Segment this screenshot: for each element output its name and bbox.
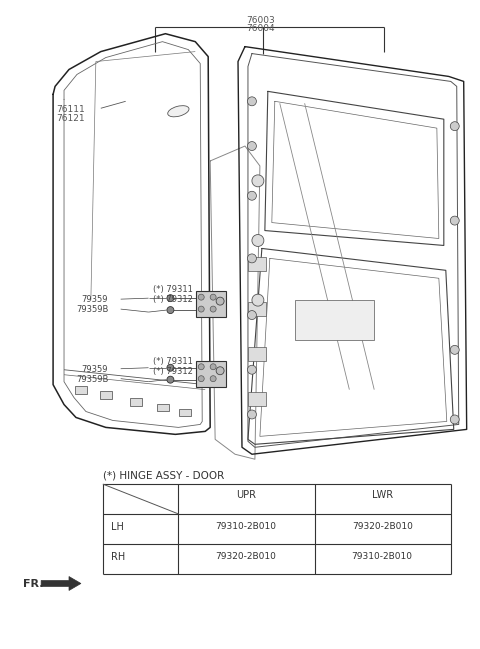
FancyBboxPatch shape (248, 347, 266, 361)
Circle shape (248, 410, 256, 419)
Text: 76004: 76004 (246, 24, 275, 32)
Circle shape (248, 191, 256, 201)
Polygon shape (41, 576, 81, 591)
Circle shape (450, 121, 459, 130)
Circle shape (248, 365, 256, 374)
Text: 76111: 76111 (56, 105, 85, 114)
Text: FR.: FR. (23, 578, 44, 589)
Text: 79320-2B010: 79320-2B010 (216, 552, 276, 561)
Text: (*) 79312: (*) 79312 (153, 295, 192, 304)
FancyBboxPatch shape (130, 398, 142, 406)
Circle shape (248, 254, 256, 263)
Circle shape (210, 306, 216, 312)
Circle shape (248, 141, 256, 151)
Text: (*) 79311: (*) 79311 (153, 285, 192, 294)
Circle shape (252, 175, 264, 187)
Text: 79359: 79359 (81, 295, 108, 304)
Circle shape (450, 345, 459, 354)
Circle shape (210, 294, 216, 300)
Circle shape (450, 216, 459, 225)
Circle shape (167, 295, 174, 302)
Circle shape (252, 234, 264, 247)
Circle shape (167, 306, 174, 313)
Text: LH: LH (111, 522, 124, 532)
Circle shape (216, 367, 224, 374)
Circle shape (198, 364, 204, 370)
Text: 76003: 76003 (246, 16, 275, 25)
Text: 79320-2B010: 79320-2B010 (352, 522, 413, 531)
Circle shape (198, 294, 204, 300)
FancyBboxPatch shape (196, 291, 226, 317)
Text: UPR: UPR (236, 490, 256, 500)
Circle shape (248, 97, 256, 106)
FancyBboxPatch shape (180, 408, 192, 417)
FancyBboxPatch shape (196, 361, 226, 387)
Circle shape (450, 415, 459, 424)
Text: RH: RH (111, 552, 125, 561)
FancyBboxPatch shape (248, 258, 266, 271)
Circle shape (167, 364, 174, 371)
Circle shape (167, 376, 174, 383)
Text: 79359B: 79359B (76, 374, 108, 384)
FancyBboxPatch shape (157, 404, 169, 411)
Circle shape (210, 364, 216, 370)
Circle shape (198, 306, 204, 312)
Circle shape (210, 376, 216, 382)
Ellipse shape (168, 106, 189, 117)
Text: 79359: 79359 (81, 365, 108, 374)
Text: 79310-2B010: 79310-2B010 (352, 552, 413, 561)
Circle shape (248, 311, 256, 319)
FancyBboxPatch shape (75, 386, 87, 393)
Text: LWR: LWR (372, 490, 393, 500)
Text: 76121: 76121 (56, 114, 84, 123)
Circle shape (252, 294, 264, 306)
FancyBboxPatch shape (248, 302, 266, 316)
FancyBboxPatch shape (295, 300, 374, 340)
FancyBboxPatch shape (100, 391, 112, 398)
Circle shape (198, 376, 204, 382)
Text: (*) 79312: (*) 79312 (153, 367, 192, 376)
Text: (*) HINGE ASSY - DOOR: (*) HINGE ASSY - DOOR (103, 470, 224, 480)
Text: 79359B: 79359B (76, 305, 108, 314)
FancyBboxPatch shape (248, 391, 266, 406)
Text: (*) 79311: (*) 79311 (153, 357, 192, 366)
Circle shape (216, 297, 224, 305)
Text: 79310-2B010: 79310-2B010 (216, 522, 276, 531)
